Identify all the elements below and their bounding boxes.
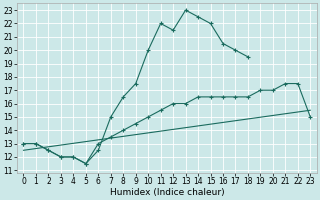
X-axis label: Humidex (Indice chaleur): Humidex (Indice chaleur) — [109, 188, 224, 197]
